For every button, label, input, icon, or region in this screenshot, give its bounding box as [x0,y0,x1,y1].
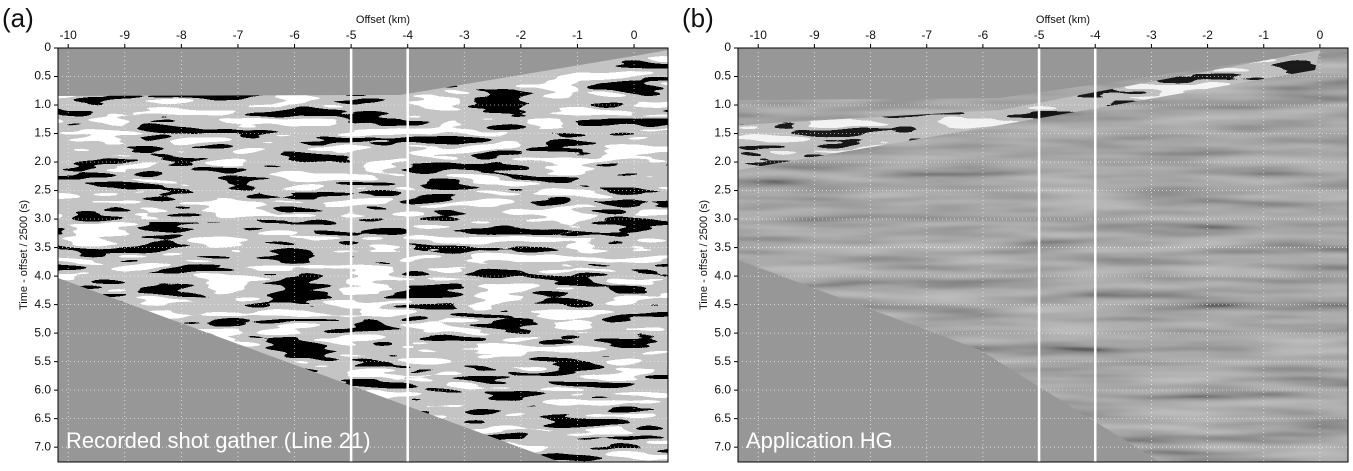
y-axis-title: Time - offset / 2500 (s) [698,200,710,310]
x-tick-label: -5 [1034,28,1045,42]
x-tick-label: -1 [572,28,583,42]
y-tick-label: 5.5 [34,354,51,368]
x-tick-label: -9 [809,28,820,42]
x-tick-label: -2 [516,28,527,42]
x-tick-label: 0 [1317,28,1324,42]
y-tick-label: 3.5 [34,240,51,254]
x-axis-title: Offset (km) [1036,14,1090,26]
x-tick-label: -10 [750,28,768,42]
y-tick-label: 6.0 [714,382,731,396]
x-tick-label: 0 [631,28,638,42]
y-tick-label: 1.5 [714,126,731,140]
x-tick-label: -3 [459,28,470,42]
y-tick-label: 6.5 [714,411,731,425]
y-tick-label: 5.0 [34,325,51,339]
y-tick-label: 3.0 [34,211,51,225]
y-tick-label: 3.5 [714,240,731,254]
panel-b-background [738,48,1348,462]
y-tick-label: 7.0 [714,439,731,453]
y-tick-label: 7.0 [34,439,51,453]
x-tick-label: -6 [978,28,989,42]
panel-label: (a) [2,3,34,33]
panel-label: (b) [682,3,714,33]
plot-frame [57,47,669,463]
y-tick-label: 4.0 [714,268,731,282]
caption: Recorded shot gather (Line 21) [66,428,371,453]
x-tick-label: -2 [1202,28,1213,42]
caption: Application HG [746,428,893,453]
y-tick-label: 1.0 [34,97,51,111]
panel-a-background [58,48,668,462]
x-tick-label: -1 [1258,28,1269,42]
y-tick-label: 2.0 [34,154,51,168]
plot-frame [737,47,1349,463]
y-tick-label: 4.5 [34,297,51,311]
y-tick-label: 0 [724,40,731,54]
y-tick-label: 5.0 [714,325,731,339]
x-tick-label: -8 [865,28,876,42]
x-tick-label: -6 [289,28,300,42]
y-tick-label: 2.0 [714,154,731,168]
y-tick-label: 0.5 [34,69,51,83]
y-tick-label: 3.0 [714,211,731,225]
y-tick-label: 2.5 [34,183,51,197]
x-tick-label: -7 [921,28,932,42]
x-axis-title: Offset (km) [356,14,410,26]
y-tick-label: 4.0 [34,268,51,282]
x-tick-label: -4 [402,28,413,42]
y-tick-label: 6.0 [34,382,51,396]
x-tick-label: -9 [119,28,130,42]
y-tick-label: 0 [44,40,51,54]
x-tick-label: -4 [1090,28,1101,42]
x-tick-label: -7 [233,28,244,42]
y-axis-title: Time - offset / 2500 (s) [18,200,30,310]
y-tick-label: 1.0 [714,97,731,111]
y-tick-label: 4.5 [714,297,731,311]
y-tick-label: 0.5 [714,69,731,83]
x-tick-label: -3 [1146,28,1157,42]
y-tick-label: 2.5 [714,183,731,197]
y-tick-label: 5.5 [714,354,731,368]
x-tick-label: -8 [176,28,187,42]
y-tick-label: 6.5 [34,411,51,425]
x-tick-label: -5 [346,28,357,42]
x-tick-label: -10 [60,28,78,42]
y-tick-label: 1.5 [34,126,51,140]
